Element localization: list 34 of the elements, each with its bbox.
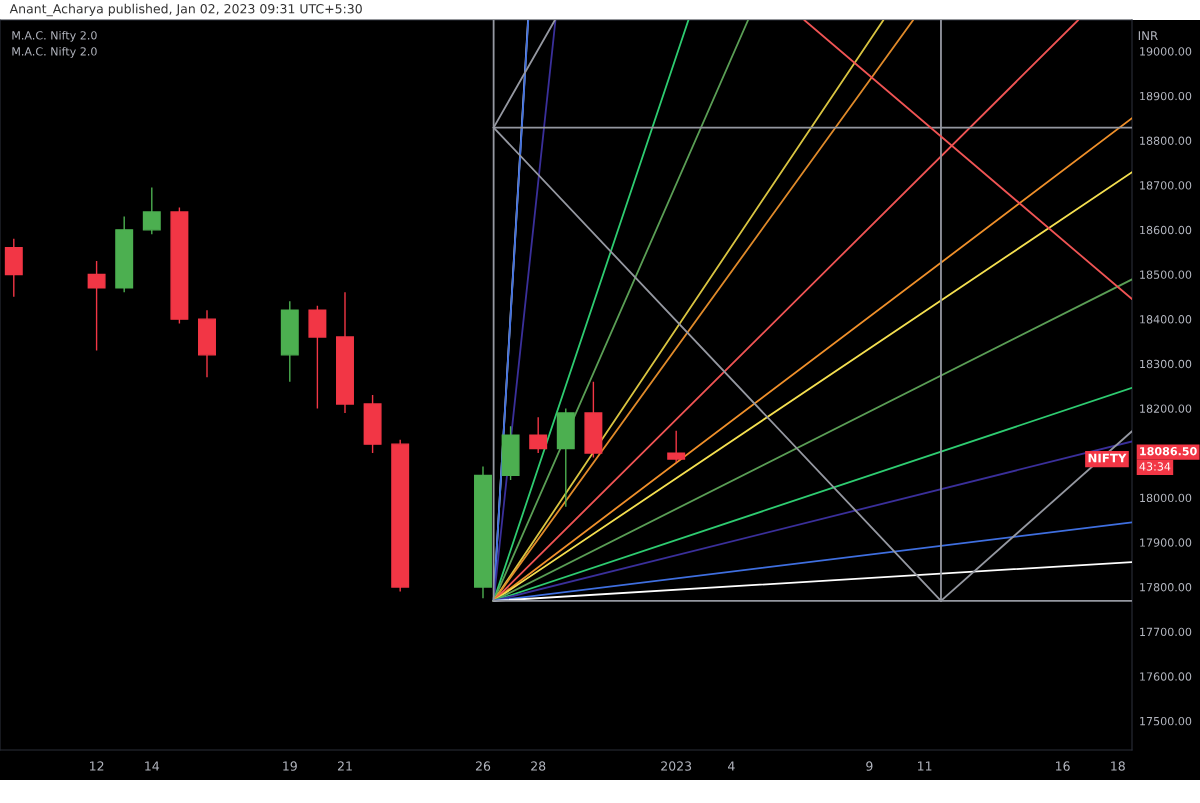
y-tick-label: 19000.00 bbox=[1140, 47, 1192, 56]
y-tick-label: 18700.00 bbox=[1140, 181, 1192, 190]
x-tick-label: 14 bbox=[145, 761, 160, 771]
chart-title: Anant_Acharya published, Jan 02, 2023 09:31 UTC+5:30 bbox=[9, 3, 362, 17]
x-tick-label: 28 bbox=[531, 761, 546, 771]
y-tick-label: 18000.00 bbox=[1140, 493, 1192, 503]
x-tick-label: 26 bbox=[475, 761, 491, 771]
x-tick-label: 4 bbox=[728, 761, 735, 771]
y-tick-label: 18900.00 bbox=[1140, 91, 1192, 101]
y-axis-title: INR bbox=[1138, 31, 1158, 40]
y-tick-label: 17600.00 bbox=[1140, 672, 1192, 681]
text: 43:34 bbox=[1139, 462, 1171, 471]
y-tick-label: 18500.00 bbox=[1140, 270, 1192, 279]
annotation: M.A.C. Nifty 2.0 bbox=[12, 30, 97, 42]
text: 18086.50 bbox=[1140, 446, 1197, 456]
x-tick-label: 11 bbox=[918, 761, 932, 771]
x-tick-label: 19 bbox=[283, 761, 297, 771]
y-tick-label: 17700.00 bbox=[1140, 627, 1192, 637]
x-tick-label: 16 bbox=[1056, 761, 1070, 771]
x-tick-label: 21 bbox=[337, 761, 352, 771]
y-tick-label: 17500.00 bbox=[1140, 716, 1192, 726]
y-tick-label: 18800.00 bbox=[1140, 136, 1192, 145]
y-tick-label: 18200.00 bbox=[1140, 404, 1192, 413]
x-tick-label: 12 bbox=[90, 761, 104, 771]
x-tick-label: 2023 bbox=[661, 761, 692, 771]
y-tick-label: 18400.00 bbox=[1140, 315, 1192, 324]
x-tick-label: 9 bbox=[866, 761, 873, 771]
y-tick-label: 18600.00 bbox=[1140, 225, 1192, 235]
annotation: NIFTY bbox=[1088, 453, 1127, 463]
x-tick-label: 18 bbox=[1111, 761, 1125, 771]
annotation: M.A.C. Nifty 2.0 bbox=[12, 47, 97, 58]
y-tick-label: 18300.00 bbox=[1140, 359, 1192, 369]
y-tick-label: 17900.00 bbox=[1140, 538, 1192, 547]
y-tick-label: 17800.00 bbox=[1140, 583, 1192, 592]
